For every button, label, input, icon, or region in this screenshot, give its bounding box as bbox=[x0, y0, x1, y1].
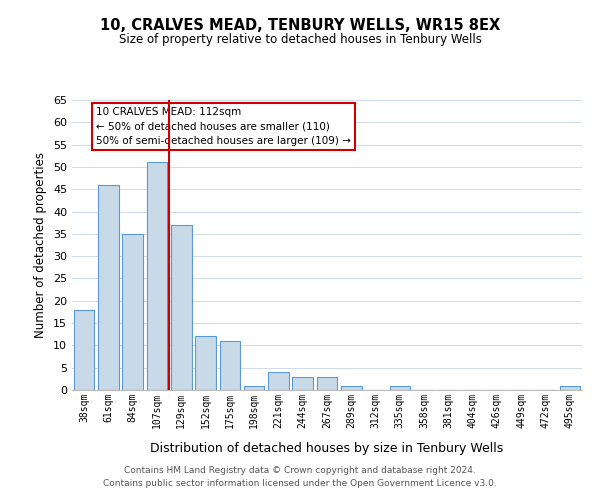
Y-axis label: Number of detached properties: Number of detached properties bbox=[34, 152, 47, 338]
Bar bbox=[195, 336, 216, 390]
Text: 10, CRALVES MEAD, TENBURY WELLS, WR15 8EX: 10, CRALVES MEAD, TENBURY WELLS, WR15 8E… bbox=[100, 18, 500, 32]
Bar bbox=[122, 234, 143, 390]
Bar bbox=[98, 185, 119, 390]
Bar bbox=[341, 386, 362, 390]
Bar bbox=[74, 310, 94, 390]
X-axis label: Distribution of detached houses by size in Tenbury Wells: Distribution of detached houses by size … bbox=[151, 442, 503, 455]
Text: Contains HM Land Registry data © Crown copyright and database right 2024.
Contai: Contains HM Land Registry data © Crown c… bbox=[103, 466, 497, 487]
Bar bbox=[317, 376, 337, 390]
Text: 10 CRALVES MEAD: 112sqm
← 50% of detached houses are smaller (110)
50% of semi-d: 10 CRALVES MEAD: 112sqm ← 50% of detache… bbox=[96, 106, 351, 146]
Bar bbox=[171, 225, 191, 390]
Bar bbox=[146, 162, 167, 390]
Bar bbox=[268, 372, 289, 390]
Bar bbox=[560, 386, 580, 390]
Text: Size of property relative to detached houses in Tenbury Wells: Size of property relative to detached ho… bbox=[119, 32, 481, 46]
Bar bbox=[220, 341, 240, 390]
Bar bbox=[244, 386, 265, 390]
Bar bbox=[389, 386, 410, 390]
Bar bbox=[292, 376, 313, 390]
